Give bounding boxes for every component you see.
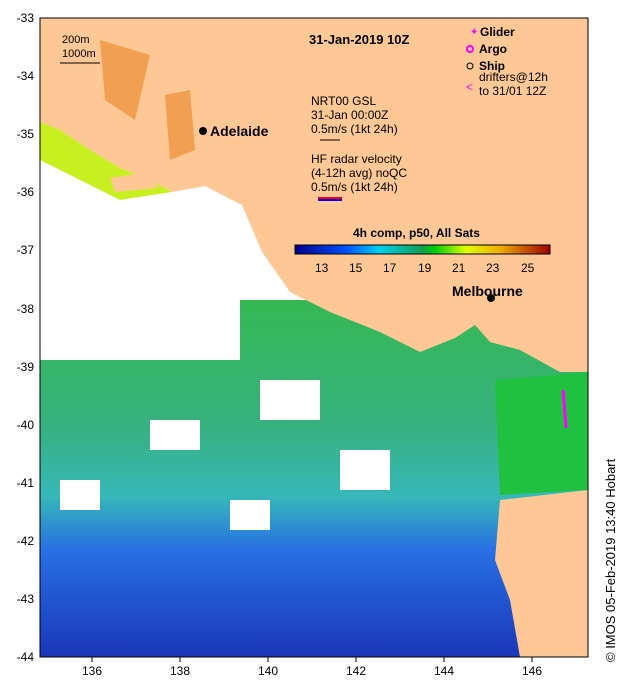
lat-tick: -44 (16, 650, 34, 665)
lat-tick: -39 (16, 359, 34, 374)
colorbar-tick: 25 (521, 261, 535, 275)
legend-glider: Glider (480, 25, 515, 39)
lat-tick: -36 (16, 185, 34, 200)
lat-tick: -34 (16, 69, 34, 84)
legend-argo: Argo (479, 42, 507, 56)
lon-tick: 138 (170, 664, 191, 678)
adelaide-marker (199, 127, 207, 135)
colorbar-title: 4h comp, p50, All Sats (353, 226, 480, 240)
colorbar-tick: 13 (315, 261, 329, 275)
colorbar (294, 244, 551, 255)
colorbar-tick: 19 (418, 261, 432, 275)
lat-tick: -40 (16, 417, 34, 432)
scale-1000m: 1000m (62, 48, 96, 60)
lon-tick: 140 (258, 664, 279, 678)
map-title: 31-Jan-2019 10Z (309, 32, 410, 47)
drifter-icon: < (466, 80, 473, 94)
argo-icon (466, 45, 474, 53)
lat-tick: -37 (16, 243, 34, 258)
lat-tick: -41 (16, 475, 34, 490)
legend-ship: Ship (479, 59, 505, 73)
land-tasmania (495, 490, 588, 657)
lat-tick: -42 (16, 533, 34, 548)
colorbar-tick: 17 (383, 261, 397, 275)
gsl-line3: 0.5m/s (1kt 24h) (311, 122, 398, 136)
lon-tick: 136 (82, 664, 103, 678)
melbourne-marker (487, 294, 495, 302)
gsl-line1: NRT00 GSL (311, 94, 377, 108)
legend-drifters-2: to 31/01 12Z (479, 84, 547, 98)
legend-drifters-1: drifters@12h (479, 70, 548, 84)
lat-tick: -43 (16, 592, 34, 606)
hf-line2: (4-12h avg) noQC (311, 166, 408, 180)
hf-line3: 0.5m/s (1kt 24h) (311, 180, 398, 194)
colorbar-tick: 15 (349, 261, 363, 275)
lon-tick: 144 (434, 664, 455, 678)
glider-icon: ✦ (470, 27, 478, 38)
hf-line1: HF radar velocity (311, 152, 402, 166)
lon-tick: 146 (522, 664, 543, 678)
gsl-line2: 31-Jan 00:00Z (311, 108, 389, 122)
colorbar-tick: 21 (452, 261, 466, 275)
label-melbourne: Melbourne (452, 283, 523, 299)
glider-track (561, 389, 568, 429)
ship-icon (466, 62, 474, 70)
land-kangaroo-island (110, 172, 158, 192)
lat-tick: -33 (16, 11, 34, 25)
lat-tick: -35 (16, 127, 34, 142)
colorbar-tick: 23 (486, 261, 500, 275)
lon-tick: 142 (346, 664, 367, 678)
credit: © IMOS 05-Feb-2019 13:40 Hobart (603, 458, 618, 662)
scale-200m: 200m (62, 34, 90, 46)
cloud-gaps (40, 300, 390, 530)
label-adelaide: Adelaide (210, 123, 269, 139)
lat-tick: -38 (16, 301, 34, 316)
